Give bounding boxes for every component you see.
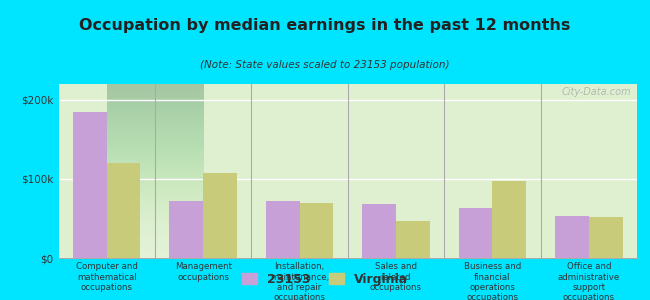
Bar (300, 202, 333, 258)
Bar (170, 201, 203, 258)
Bar (396, 221, 430, 258)
Bar (362, 204, 396, 258)
Bar (107, 163, 140, 258)
Text: (Note: State values scaled to 23153 population): (Note: State values scaled to 23153 popu… (200, 60, 450, 70)
Text: Occupation by median earnings in the past 12 months: Occupation by median earnings in the pas… (79, 18, 571, 33)
Bar (555, 216, 589, 258)
Bar (493, 181, 526, 258)
Bar (203, 173, 237, 258)
Bar (459, 208, 493, 258)
Bar (589, 217, 623, 258)
Bar (73, 112, 107, 258)
Bar (266, 201, 300, 258)
Text: City-Data.com: City-Data.com (562, 88, 631, 98)
Legend: 23153, Virginia: 23153, Virginia (237, 268, 413, 291)
